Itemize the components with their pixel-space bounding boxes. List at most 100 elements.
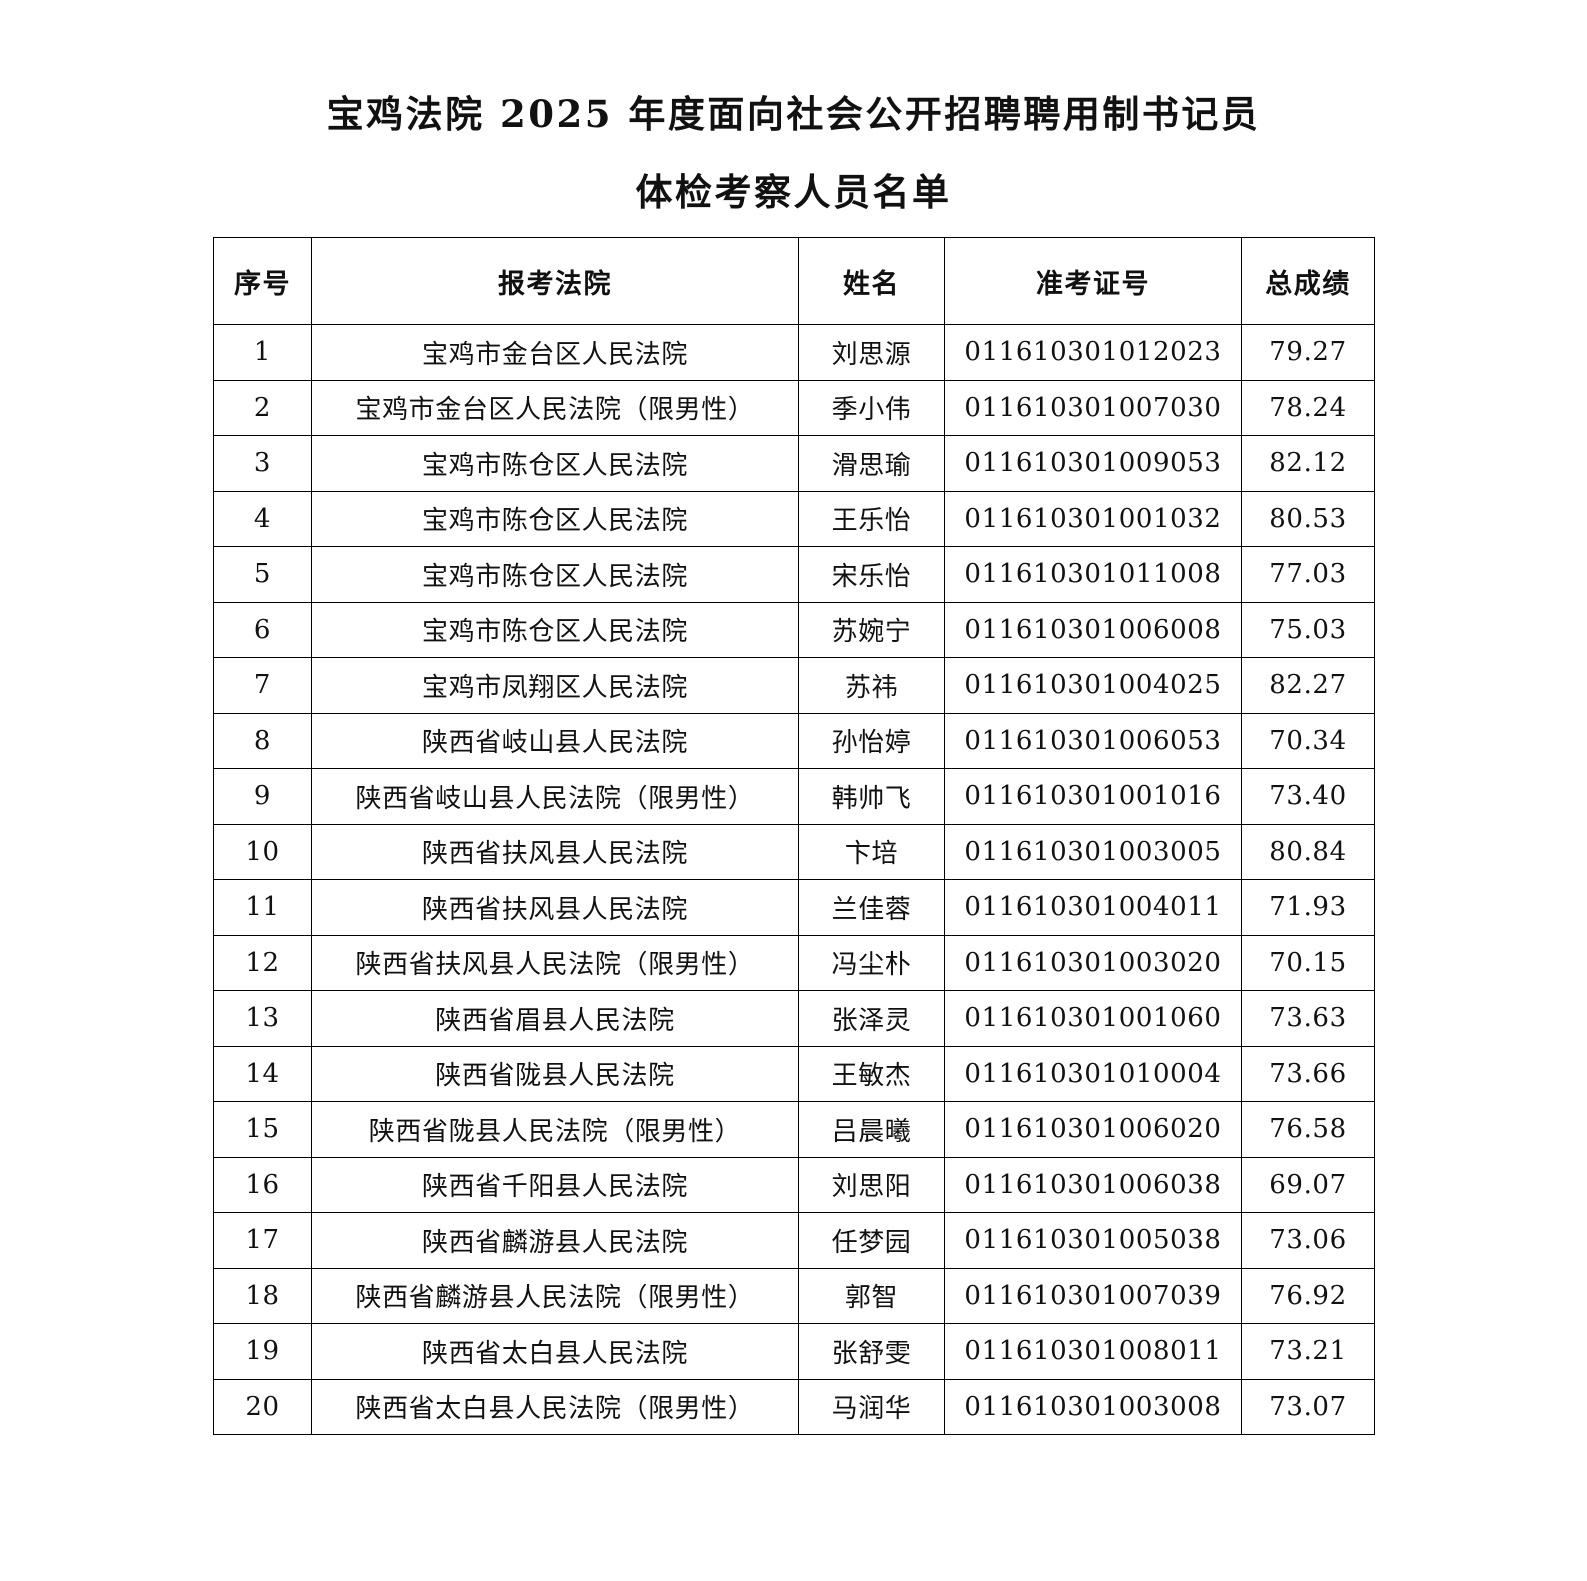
cell-court: 宝鸡市陈仓区人民法院 bbox=[311, 546, 799, 603]
cell-name: 苏祎 bbox=[798, 657, 945, 714]
cell-index: 16 bbox=[213, 1156, 312, 1213]
cell-court: 陕西省太白县人民法院 bbox=[311, 1323, 799, 1380]
cell-ticket: 011610301006008 bbox=[944, 601, 1242, 658]
column-header-score: 总成绩 bbox=[1241, 237, 1375, 325]
cell-index: 15 bbox=[213, 1101, 312, 1158]
table-row: 19 陕西省太白县人民法院 张舒雯 011610301008011 73.21 bbox=[213, 1323, 1375, 1380]
table-row: 20 陕西省太白县人民法院（限男性） 马润华 011610301003008 73.07 bbox=[213, 1378, 1375, 1435]
cell-ticket: 011610301011008 bbox=[944, 546, 1242, 603]
cell-court: 宝鸡市金台区人民法院 bbox=[311, 324, 799, 381]
table-row: 10 陕西省扶风县人民法院 卞培 011610301003005 80.84 bbox=[213, 823, 1375, 880]
cell-ticket: 011610301001032 bbox=[944, 490, 1242, 547]
cell-name: 兰佳蓉 bbox=[798, 879, 945, 936]
cell-ticket: 011610301008011 bbox=[944, 1323, 1242, 1380]
cell-index: 4 bbox=[213, 490, 312, 547]
table-row: 14 陕西省陇县人民法院 王敏杰 011610301010004 73.66 bbox=[213, 1045, 1375, 1102]
cell-name: 张泽灵 bbox=[798, 990, 945, 1047]
cell-court: 宝鸡市陈仓区人民法院 bbox=[311, 601, 799, 658]
cell-name: 吕晨曦 bbox=[798, 1101, 945, 1158]
cell-name: 张舒雯 bbox=[798, 1323, 945, 1380]
cell-name: 季小伟 bbox=[798, 379, 945, 436]
table-row: 2 宝鸡市金台区人民法院（限男性） 季小伟 011610301007030 78.24 bbox=[213, 379, 1375, 436]
cell-court: 陕西省太白县人民法院（限男性） bbox=[311, 1378, 799, 1435]
cell-ticket: 011610301006038 bbox=[944, 1156, 1242, 1213]
cell-score: 73.06 bbox=[1241, 1212, 1375, 1269]
cell-score: 82.27 bbox=[1241, 657, 1375, 714]
cell-court: 陕西省麟游县人民法院 bbox=[311, 1212, 799, 1269]
cell-name: 王敏杰 bbox=[798, 1045, 945, 1102]
cell-court: 陕西省陇县人民法院（限男性） bbox=[311, 1101, 799, 1158]
cell-index: 5 bbox=[213, 546, 312, 603]
cell-ticket: 011610301003005 bbox=[944, 823, 1242, 880]
cell-name: 宋乐怡 bbox=[798, 546, 945, 603]
cell-court: 宝鸡市金台区人民法院（限男性） bbox=[311, 379, 799, 436]
cell-score: 73.66 bbox=[1241, 1045, 1375, 1102]
cell-court: 陕西省岐山县人民法院 bbox=[311, 712, 799, 769]
cell-court: 宝鸡市陈仓区人民法院 bbox=[311, 490, 799, 547]
cell-ticket: 011610301006053 bbox=[944, 712, 1242, 769]
cell-index: 13 bbox=[213, 990, 312, 1047]
cell-score: 73.40 bbox=[1241, 768, 1375, 825]
cell-name: 冯尘朴 bbox=[798, 934, 945, 991]
cell-index: 12 bbox=[213, 934, 312, 991]
roster-table-body: 1 宝鸡市金台区人民法院 刘思源 011610301012023 79.27 2 宝鸡市金台… bbox=[213, 324, 1375, 1435]
cell-score: 75.03 bbox=[1241, 601, 1375, 658]
cell-index: 1 bbox=[213, 324, 312, 381]
table-row: 8 陕西省岐山县人民法院 孙怡婷 011610301006053 70.34 bbox=[213, 712, 1375, 769]
cell-ticket: 011610301010004 bbox=[944, 1045, 1242, 1102]
cell-court: 陕西省眉县人民法院 bbox=[311, 990, 799, 1047]
roster-table: 序号 报考法院 姓名 准考证号 总成绩 1 宝鸡市金台区人民法院 刘思源 011610… bbox=[213, 237, 1375, 1435]
cell-ticket: 011610301004011 bbox=[944, 879, 1242, 936]
cell-score: 80.53 bbox=[1241, 490, 1375, 547]
cell-index: 2 bbox=[213, 379, 312, 436]
cell-court: 陕西省麟游县人民法院（限男性） bbox=[311, 1267, 799, 1324]
cell-ticket: 011610301001060 bbox=[944, 990, 1242, 1047]
cell-ticket: 011610301009053 bbox=[944, 435, 1242, 492]
cell-score: 76.92 bbox=[1241, 1267, 1375, 1324]
table-row: 12 陕西省扶风县人民法院（限男性） 冯尘朴 011610301003020 70.15 bbox=[213, 934, 1375, 991]
cell-court: 宝鸡市凤翔区人民法院 bbox=[311, 657, 799, 714]
cell-ticket: 011610301007030 bbox=[944, 379, 1242, 436]
cell-score: 73.63 bbox=[1241, 990, 1375, 1047]
cell-index: 9 bbox=[213, 768, 312, 825]
cell-ticket: 011610301012023 bbox=[944, 324, 1242, 381]
document-title-line-2: 体检考察人员名单 bbox=[635, 170, 952, 214]
cell-name: 王乐怡 bbox=[798, 490, 945, 547]
cell-ticket: 011610301005038 bbox=[944, 1212, 1242, 1269]
table-row: 13 陕西省眉县人民法院 张泽灵 011610301001060 73.63 bbox=[213, 990, 1375, 1047]
cell-index: 17 bbox=[213, 1212, 312, 1269]
cell-score: 77.03 bbox=[1241, 546, 1375, 603]
cell-index: 8 bbox=[213, 712, 312, 769]
cell-score: 79.27 bbox=[1241, 324, 1375, 381]
cell-court: 宝鸡市陈仓区人民法院 bbox=[311, 435, 799, 492]
roster-table-head: 序号 报考法院 姓名 准考证号 总成绩 bbox=[213, 237, 1375, 325]
cell-index: 6 bbox=[213, 601, 312, 658]
cell-ticket: 011610301004025 bbox=[944, 657, 1242, 714]
cell-index: 14 bbox=[213, 1045, 312, 1102]
document-title-block: 宝鸡法院 2025 年度面向社会公开招聘聘用制书记员 体检考察人员名单 bbox=[0, 0, 1587, 211]
cell-index: 18 bbox=[213, 1267, 312, 1324]
cell-score: 71.93 bbox=[1241, 879, 1375, 936]
cell-ticket: 011610301003008 bbox=[944, 1378, 1242, 1435]
cell-score: 76.58 bbox=[1241, 1101, 1375, 1158]
cell-court: 陕西省陇县人民法院 bbox=[311, 1045, 799, 1102]
cell-name: 苏婉宁 bbox=[798, 601, 945, 658]
table-row: 9 陕西省岐山县人民法院（限男性） 韩帅飞 011610301001016 73.40 bbox=[213, 768, 1375, 825]
roster-table-container: 序号 报考法院 姓名 准考证号 总成绩 1 宝鸡市金台区人民法院 刘思源 011610… bbox=[213, 237, 1375, 1435]
column-header-index: 序号 bbox=[213, 237, 312, 325]
cell-score: 80.84 bbox=[1241, 823, 1375, 880]
cell-index: 11 bbox=[213, 879, 312, 936]
cell-court: 陕西省岐山县人民法院（限男性） bbox=[311, 768, 799, 825]
cell-name: 刘思阳 bbox=[798, 1156, 945, 1213]
column-header-name: 姓名 bbox=[798, 237, 945, 325]
cell-name: 韩帅飞 bbox=[798, 768, 945, 825]
table-row: 7 宝鸡市凤翔区人民法院 苏祎 011610301004025 82.27 bbox=[213, 657, 1375, 714]
cell-court: 陕西省扶风县人民法院（限男性） bbox=[311, 934, 799, 991]
cell-score: 69.07 bbox=[1241, 1156, 1375, 1213]
table-row: 15 陕西省陇县人民法院（限男性） 吕晨曦 011610301006020 76.58 bbox=[213, 1101, 1375, 1158]
cell-score: 82.12 bbox=[1241, 435, 1375, 492]
cell-name: 郭智 bbox=[798, 1267, 945, 1324]
cell-ticket: 011610301007039 bbox=[944, 1267, 1242, 1324]
table-row: 4 宝鸡市陈仓区人民法院 王乐怡 011610301001032 80.53 bbox=[213, 490, 1375, 547]
